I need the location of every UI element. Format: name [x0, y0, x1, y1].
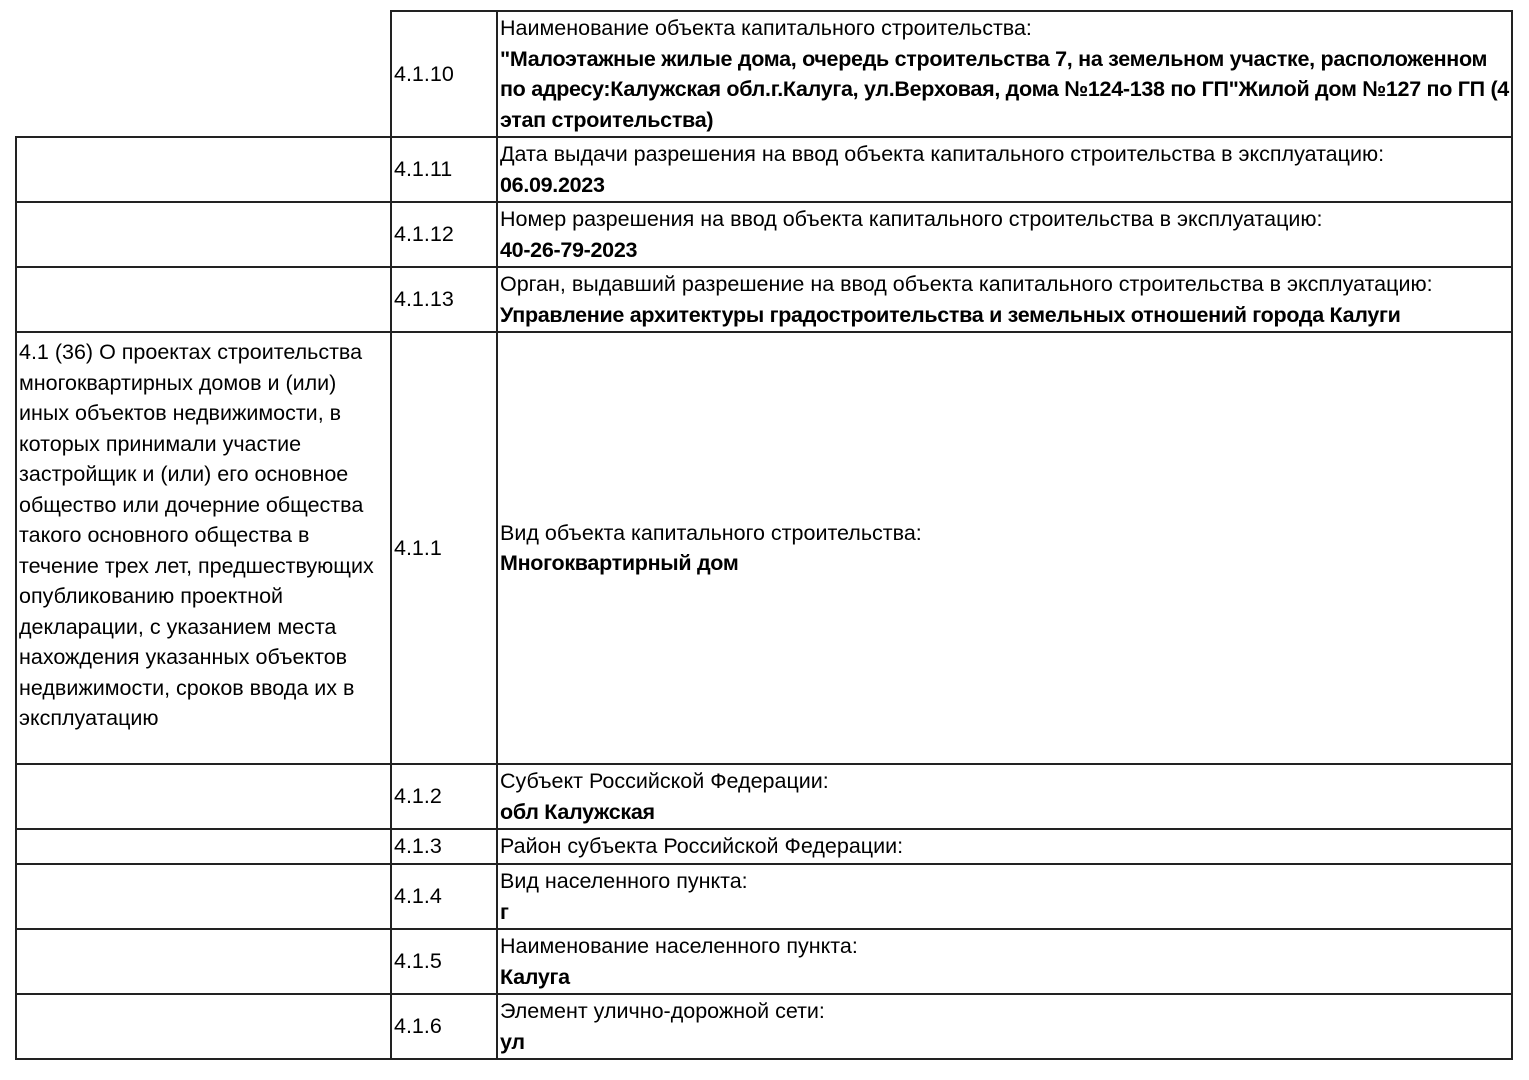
code-cell: 4.1.1 — [390, 331, 498, 765]
field-value: Управление архитектуры градостроительств… — [500, 302, 1401, 327]
code-cell: 4.1.12 — [390, 201, 498, 268]
field-label: Номер разрешения на ввод объекта капитал… — [500, 207, 1323, 231]
code-cell: 4.1.2 — [390, 763, 498, 830]
table-row: 4.1 (36) О проектах строительства многок… — [15, 331, 1513, 765]
section-cell — [15, 863, 392, 930]
code-cell: 4.1.5 — [390, 928, 498, 995]
code-cell: 4.1.3 — [390, 828, 498, 865]
code-cell: 4.1.4 — [390, 863, 498, 930]
section-cell — [15, 828, 392, 865]
content-cell: Элемент улично-дорожной сети: ул — [496, 993, 1513, 1060]
code-cell: 4.1.11 — [390, 136, 498, 203]
field-label: Дата выдачи разрешения на ввод объекта к… — [500, 142, 1385, 166]
table-row: 4.1.6 Элемент улично-дорожной сети: ул — [15, 993, 1513, 1060]
code-cell: 4.1.6 — [390, 993, 498, 1060]
content-cell: Район субъекта Российской Федерации: — [496, 828, 1513, 865]
table-row: 4.1.2 Субъект Российской Федерации: обл К… — [15, 763, 1513, 830]
content-cell: Субъект Российской Федерации: обл Калужск… — [496, 763, 1513, 830]
field-value: обл Калужская — [500, 799, 655, 824]
table-row: 4.1.5 Наименование населенного пункта: Ка… — [15, 928, 1513, 995]
code-cell: 4.1.10 — [390, 10, 498, 138]
content-cell: Номер разрешения на ввод объекта капитал… — [496, 201, 1513, 268]
field-label: Вид населенного пункта: — [500, 869, 748, 893]
table-row: 4.1.11 Дата выдачи разрешения на ввод об… — [15, 136, 1513, 203]
field-label: Вид объекта капитального строительства: — [500, 520, 922, 545]
field-value: 06.09.2023 — [500, 172, 605, 197]
table-row: 4.1.10 Наименование объекта капитального… — [16, 10, 1513, 138]
content-cell: Дата выдачи разрешения на ввод объекта к… — [496, 136, 1513, 203]
field-value: "Малоэтажные жилые дома, очередь строите… — [500, 46, 1509, 132]
field-value: 40-26-79-2023 — [500, 237, 638, 262]
content-cell: Вид населенного пункта: г — [496, 863, 1513, 930]
table-row: 4.1.4 Вид населенного пункта: г — [15, 863, 1513, 930]
table-row: 4.1.12 Номер разрешения на ввод объекта … — [15, 201, 1513, 268]
section-cell — [15, 136, 392, 203]
content-cell: Вид объекта капитального строительства: М… — [496, 331, 1513, 765]
content-cell: Наименование населенного пункта: Калуга — [496, 928, 1513, 995]
field-value: Калуга — [500, 964, 570, 989]
declaration-table: 4.1.10 Наименование объекта капитального… — [15, 10, 1513, 1060]
content-cell: Орган, выдавший разрешение на ввод объек… — [496, 266, 1513, 333]
field-label: Субъект Российской Федерации: — [500, 769, 829, 793]
section-cell — [16, 11, 392, 138]
section-title-cell: 4.1 (36) О проектах строительства многок… — [15, 331, 392, 765]
field-value: г — [500, 899, 509, 924]
field-label: Наименование объекта капитального строит… — [500, 16, 1032, 40]
section-cell — [15, 266, 392, 333]
section-cell — [15, 763, 392, 830]
field-label: Элемент улично-дорожной сети: — [500, 999, 825, 1023]
field-label: Наименование населенного пункта: — [500, 934, 858, 958]
table-row: 4.1.13 Орган, выдавший разрешение на вво… — [15, 266, 1513, 333]
code-cell: 4.1.13 — [390, 266, 498, 333]
section-cell — [15, 993, 392, 1060]
section-cell — [15, 928, 392, 995]
field-value: Многоквартирный дом — [500, 551, 739, 575]
table-row: 4.1.3 Район субъекта Российской Федераци… — [15, 828, 1513, 865]
field-label: Орган, выдавший разрешение на ввод объек… — [500, 272, 1433, 296]
field-label: Район субъекта Российской Федерации: — [500, 834, 904, 859]
content-cell: Наименование объекта капитального строит… — [496, 10, 1513, 138]
field-value: ул — [500, 1029, 525, 1054]
section-cell — [15, 201, 392, 268]
